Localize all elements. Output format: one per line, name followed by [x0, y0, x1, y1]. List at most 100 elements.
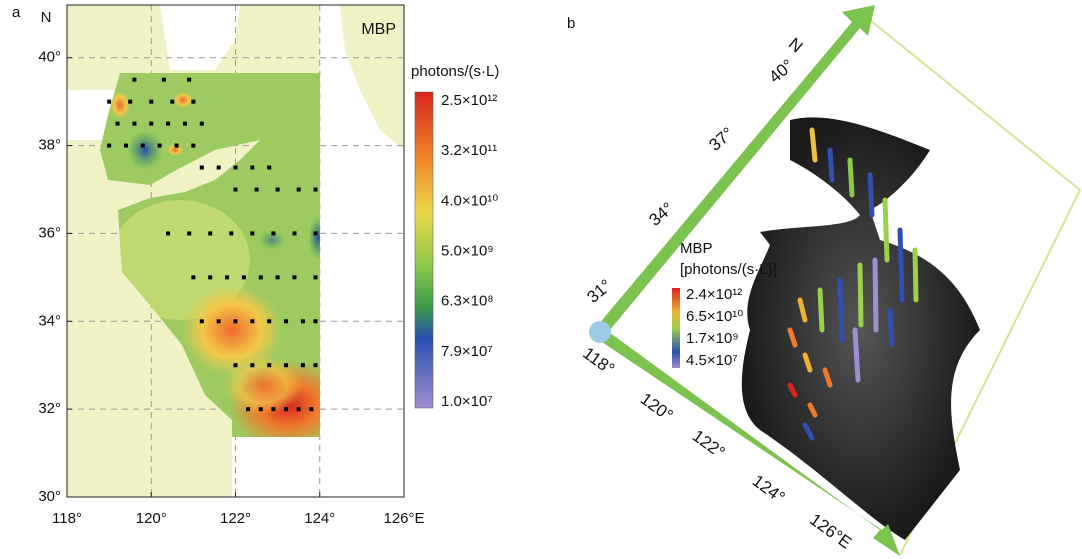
- colorbar-label: 6.3×10⁸: [441, 293, 494, 310]
- station: [255, 188, 259, 192]
- station: [292, 231, 296, 235]
- x-tick-label: 126°E: [383, 510, 424, 527]
- lon-label: 120°: [637, 389, 677, 425]
- station: [309, 407, 313, 411]
- station: [225, 275, 229, 279]
- station: [187, 231, 191, 235]
- station: [246, 407, 250, 411]
- station: [208, 275, 212, 279]
- lon-label: 118°: [579, 344, 618, 379]
- station: [107, 144, 111, 148]
- station: [234, 363, 238, 367]
- station: [124, 144, 128, 148]
- colorbar-label: 3.2×10¹¹: [441, 142, 497, 159]
- figure: a N MBP photons/(s·L) 2.5×10¹² 3.2×10¹¹ 4.…: [0, 0, 1082, 559]
- station: [175, 144, 179, 148]
- station: [250, 319, 254, 323]
- station: [132, 78, 136, 82]
- lat-label: 37°: [705, 124, 737, 155]
- lat-label: 31°: [583, 276, 615, 307]
- station: [259, 407, 263, 411]
- station: [170, 100, 174, 104]
- station: [162, 78, 166, 82]
- colorbar-label: 1.0×10⁷: [441, 393, 493, 410]
- station: [149, 122, 153, 126]
- x-tick-label: 118°: [52, 510, 82, 527]
- station: [314, 188, 318, 192]
- sea-bathymetry: [742, 117, 980, 540]
- station: [132, 122, 136, 126]
- y-tick-label: 40°: [38, 49, 61, 66]
- legend-label: 1.7×10⁹: [686, 330, 739, 347]
- colorbar-label: 5.0×10⁹: [441, 242, 494, 259]
- map-title: MBP: [361, 21, 396, 38]
- station: [183, 122, 187, 126]
- station: [250, 166, 254, 170]
- station: [284, 363, 288, 367]
- station: [158, 144, 162, 148]
- north: N: [785, 34, 807, 56]
- colorbar: [415, 92, 433, 408]
- station: [217, 166, 221, 170]
- station: [267, 166, 271, 170]
- station: [229, 231, 233, 235]
- legend-label: 6.5×10¹⁰: [686, 308, 743, 325]
- station: [242, 275, 246, 279]
- y-tick-label: 38°: [38, 137, 61, 154]
- station: [284, 407, 288, 411]
- station: [141, 144, 145, 148]
- lon-label: 126°E: [806, 510, 855, 553]
- colorbar-label: 2.5×10¹²: [441, 92, 497, 109]
- station: [107, 100, 111, 104]
- station: [259, 275, 263, 279]
- station: [166, 231, 170, 235]
- colorbar-label: 7.9×10⁷: [441, 343, 493, 360]
- station: [166, 122, 170, 126]
- station: [301, 363, 305, 367]
- station: [314, 363, 318, 367]
- station: [234, 188, 238, 192]
- legend-unit: [photons/(s·L)]: [680, 261, 777, 278]
- station: [250, 231, 254, 235]
- station: [128, 100, 132, 104]
- colorbar-title: photons/(s·L): [411, 63, 499, 80]
- station: [234, 166, 238, 170]
- station: [200, 166, 204, 170]
- colorbar-label: 4.0×10¹⁰: [441, 192, 498, 209]
- panel-label: a: [12, 4, 21, 21]
- station: [301, 319, 305, 323]
- station: [267, 319, 271, 323]
- y-tick-label: 34°: [38, 312, 61, 329]
- lat-label: 34°: [645, 199, 677, 230]
- x-tick-label: 124°: [304, 510, 335, 527]
- legend-colorbar: [672, 288, 680, 368]
- station: [200, 122, 204, 126]
- station: [116, 122, 120, 126]
- station: [149, 100, 153, 104]
- station: [276, 188, 280, 192]
- station: [250, 363, 254, 367]
- station: [234, 319, 238, 323]
- station: [191, 100, 195, 104]
- station: [292, 275, 296, 279]
- station: [267, 363, 271, 367]
- station: [314, 275, 318, 279]
- station: [314, 231, 318, 235]
- station: [276, 275, 280, 279]
- lon-label: 124°: [749, 471, 789, 507]
- station: [271, 231, 275, 235]
- lon-label: 122°: [689, 426, 729, 462]
- y-tick-label: 30°: [38, 488, 61, 505]
- y-tick-label: 32°: [38, 400, 61, 417]
- origin: [589, 321, 611, 343]
- station: [297, 407, 301, 411]
- station: [187, 78, 191, 82]
- x-tick-label: 120°: [136, 510, 167, 527]
- station: [191, 275, 195, 279]
- station: [271, 407, 275, 411]
- station: [297, 188, 301, 192]
- north: N: [41, 9, 52, 26]
- lat-label: 40°: [765, 56, 797, 87]
- legend-label: 2.4×10¹²: [686, 286, 742, 303]
- station: [284, 319, 288, 323]
